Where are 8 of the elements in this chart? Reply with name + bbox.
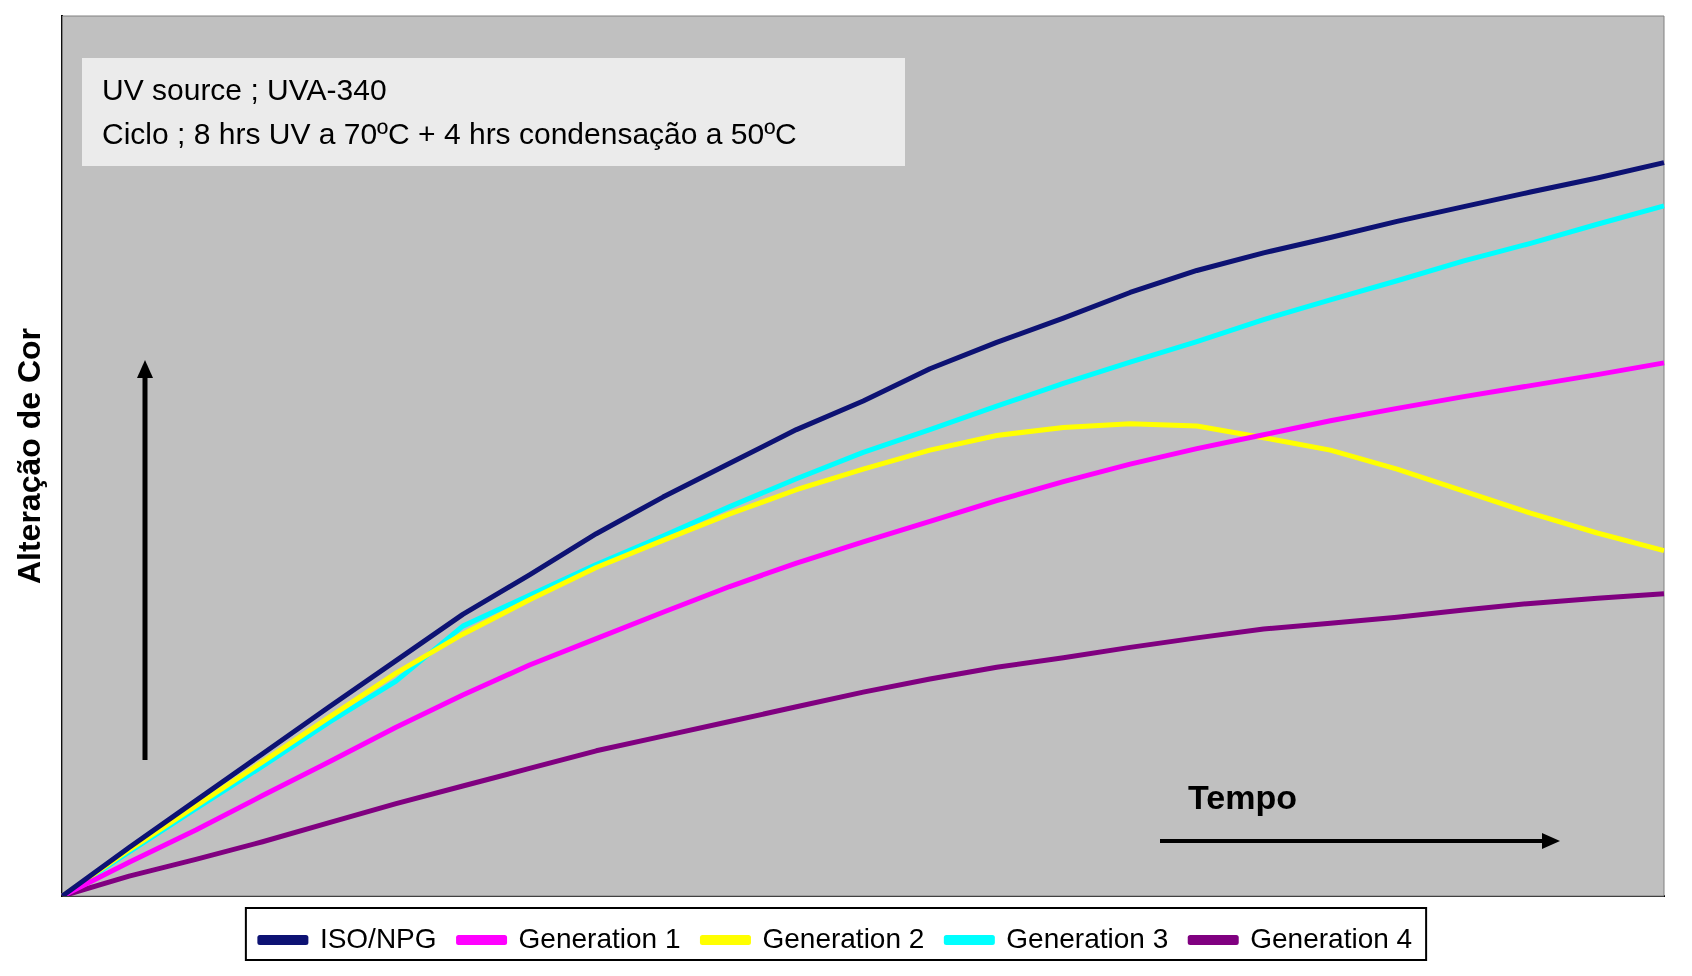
y-axis-title: Alteração de Cor bbox=[11, 327, 48, 585]
note-box: UV source ; UVA-340 Ciclo ; 8 hrs UV a 70ºC + 4 hrs condensação a 50ºC bbox=[82, 58, 905, 166]
legend-label: Generation 3 bbox=[1006, 922, 1169, 954]
legend-label: Generation 4 bbox=[1250, 922, 1413, 954]
legend-label: ISO/NPG bbox=[319, 922, 437, 954]
legend-label: Generation 1 bbox=[518, 922, 681, 954]
x-axis-title: Tempo bbox=[1188, 778, 1297, 817]
legend-label: Generation 2 bbox=[762, 922, 925, 954]
